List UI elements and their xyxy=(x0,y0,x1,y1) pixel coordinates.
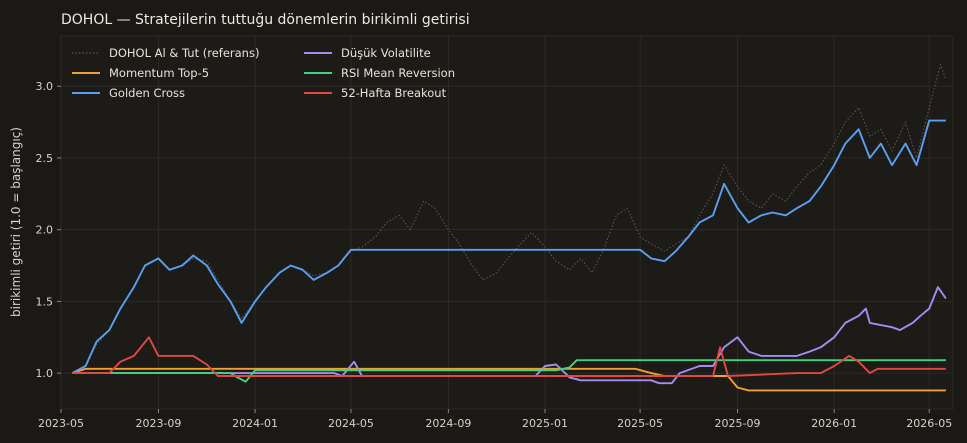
x-tick-label: 2025-09 xyxy=(715,417,761,430)
legend-label-2: Golden Cross xyxy=(109,86,185,100)
plot-area xyxy=(60,35,954,410)
x-tick-label: 2026-05 xyxy=(906,417,952,430)
y-tick-label: 1.0 xyxy=(36,367,54,380)
x-tick-label: 2023-05 xyxy=(38,417,84,430)
y-tick-label: 2.0 xyxy=(36,224,54,237)
y-tick-label: 2.5 xyxy=(36,152,54,165)
x-tick-label: 2023-09 xyxy=(135,417,181,430)
legend-label-3: Düşük Volatilite xyxy=(341,46,431,60)
x-tick-label: 2025-05 xyxy=(617,417,663,430)
legend-label-1: Momentum Top-5 xyxy=(109,66,209,80)
series-line-0 xyxy=(71,64,947,374)
y-axis: 1.0 1.5 2.0 2.5 3.0 xyxy=(36,80,61,380)
y-tick-label: 1.5 xyxy=(36,295,54,308)
legend-label-4: RSI Mean Reversion xyxy=(341,66,455,80)
x-tick-label: 2026-01 xyxy=(811,417,857,430)
x-tick-label: 2024-05 xyxy=(328,417,374,430)
x-tick-label: 2024-09 xyxy=(425,417,471,430)
series-line-4 xyxy=(72,359,946,383)
series-line-5 xyxy=(72,336,946,377)
legend: DOHOL Al & Tut (referans) Momentum Top-5 G… xyxy=(72,46,455,100)
legend-label-0: DOHOL Al & Tut (referans) xyxy=(109,46,259,60)
x-axis: 2023-05 2023-09 2024-01 2024-05 2024-09 2025-… xyxy=(38,409,952,430)
x-tick-label: 2025-01 xyxy=(522,417,568,430)
series-line-3 xyxy=(72,286,947,385)
y-tick-label: 3.0 xyxy=(36,80,54,93)
chart-title: DOHOL — Stratejilerin tuttuğu dönemlerin… xyxy=(61,12,470,28)
y-axis-label: birikimli getiri (1.0 = başlangıç) xyxy=(9,127,23,317)
x-tick-label: 2024-01 xyxy=(232,417,278,430)
legend-label-5: 52-Hafta Breakout xyxy=(341,86,447,100)
series-lines xyxy=(71,64,947,392)
series-line-2 xyxy=(71,119,946,374)
